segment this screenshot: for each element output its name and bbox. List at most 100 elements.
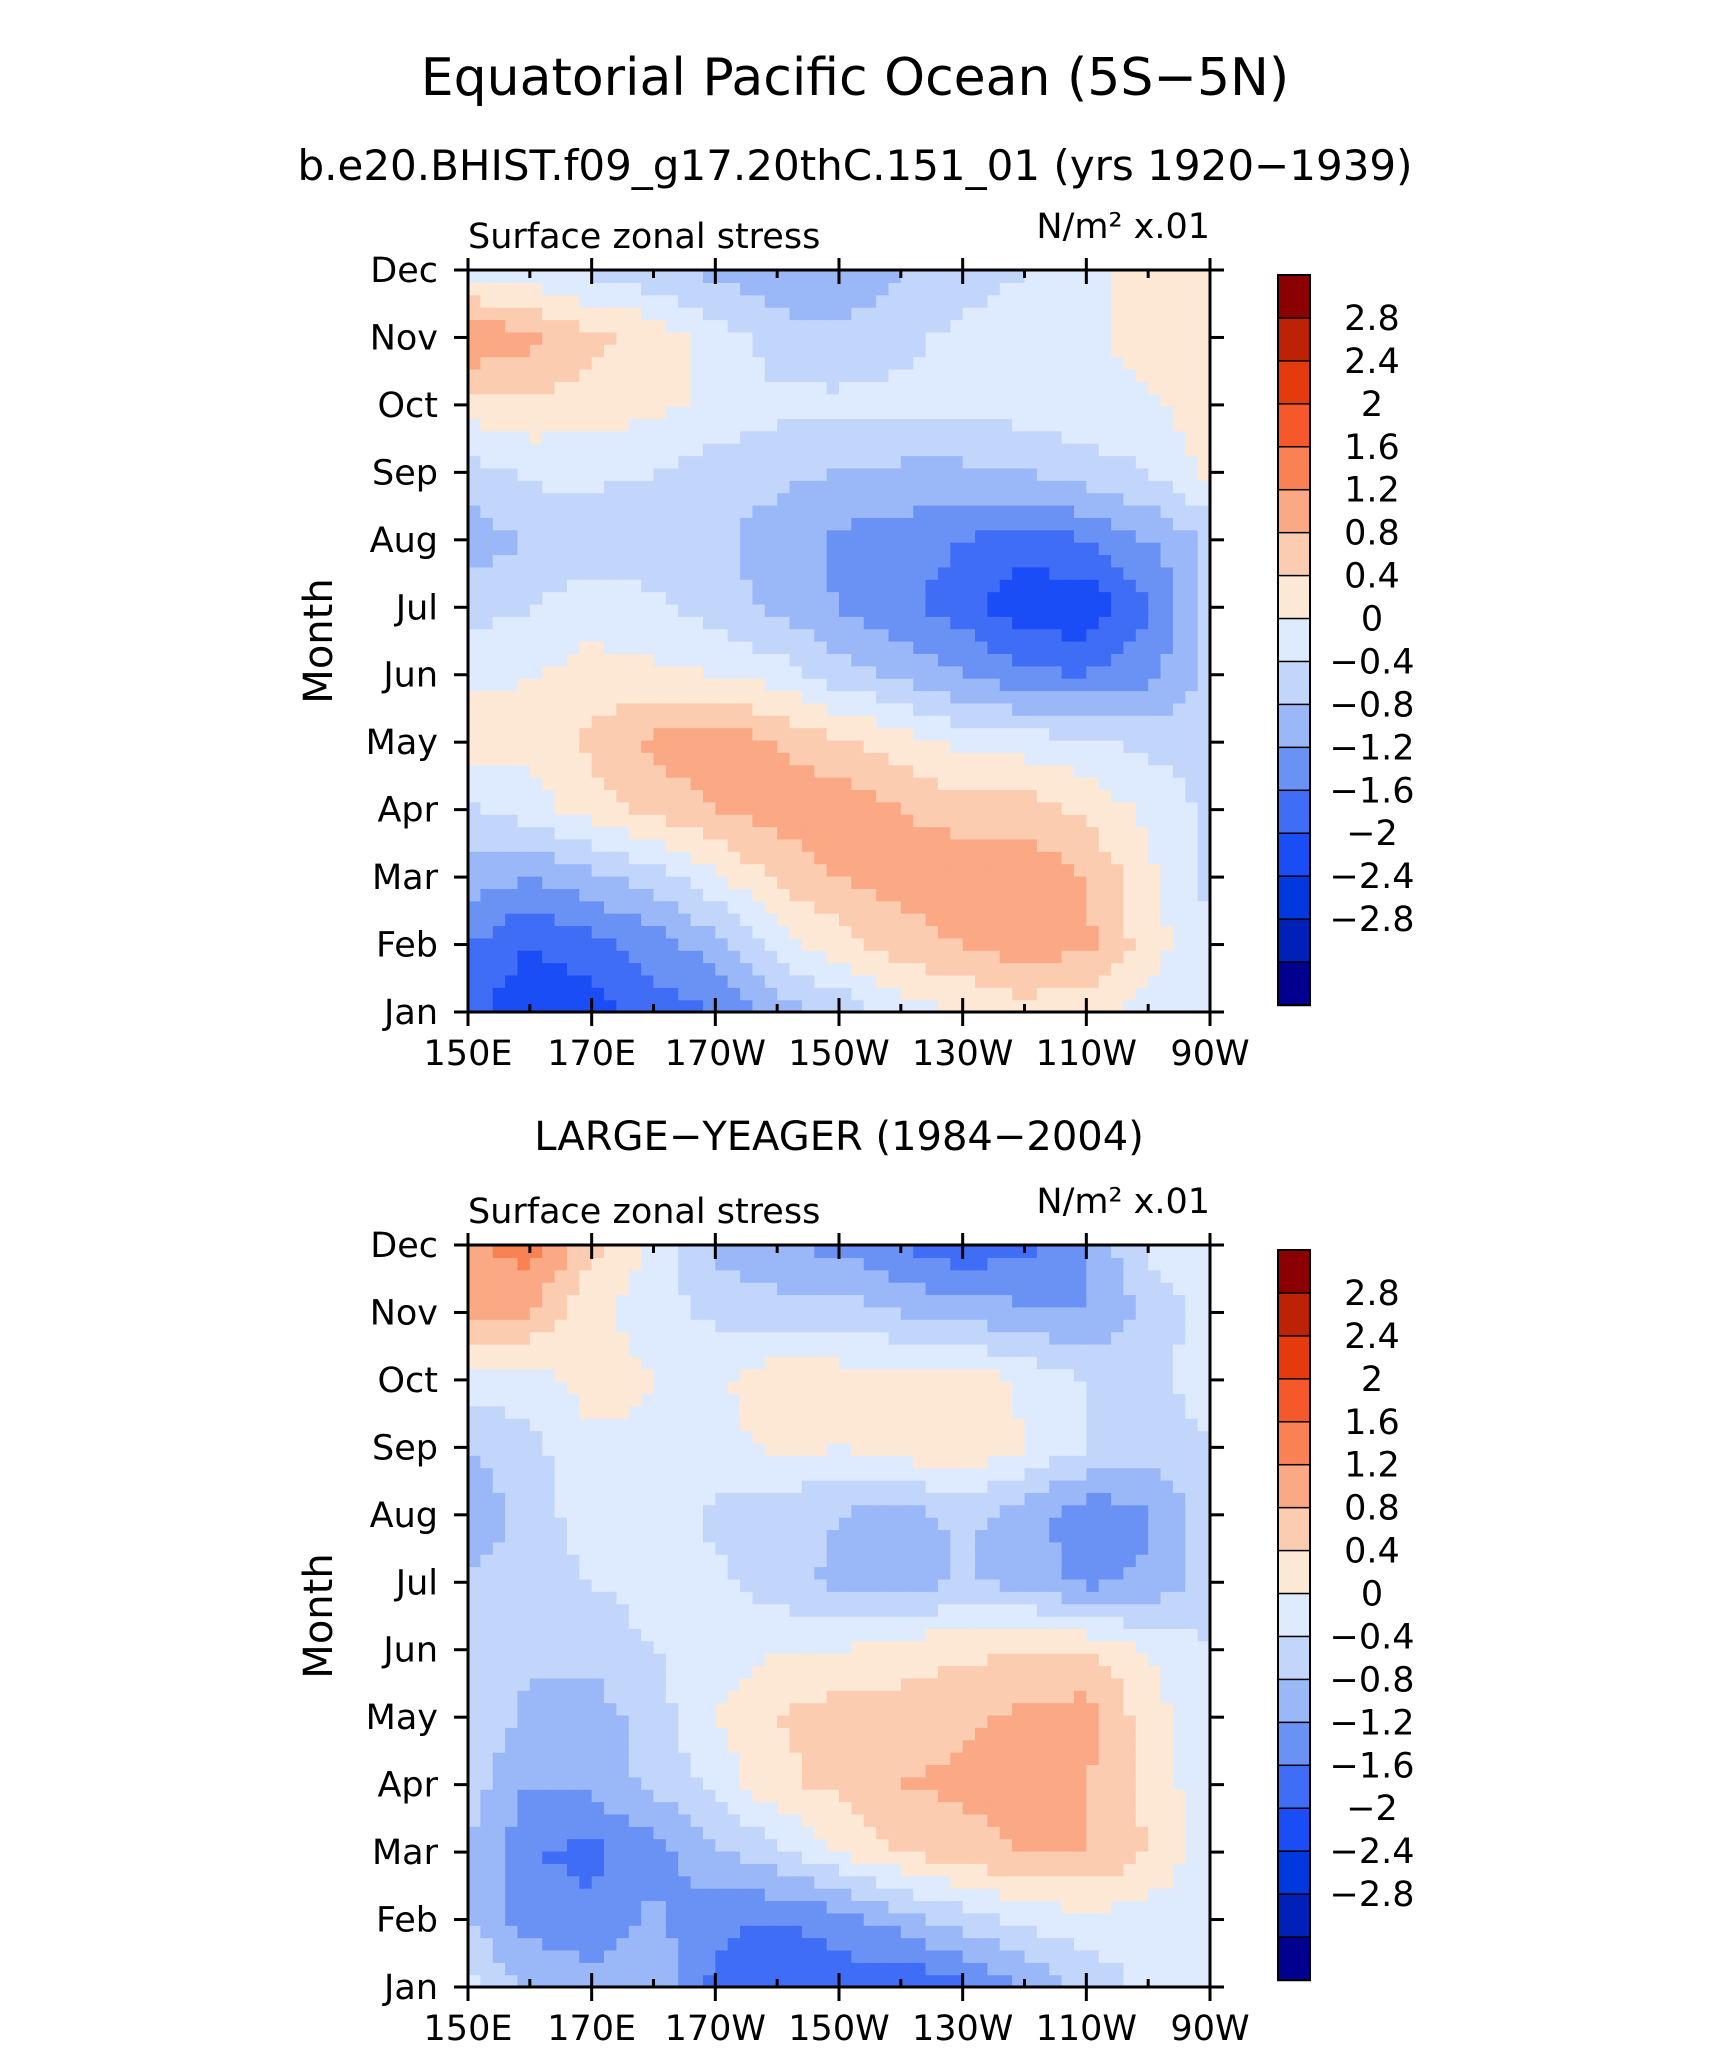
heatmap-cell <box>1148 616 1162 630</box>
heatmap-cell <box>529 937 543 951</box>
heatmap-cell <box>1123 356 1137 370</box>
heatmap-cell <box>1185 1838 1199 1852</box>
heatmap-cell <box>975 1739 988 1753</box>
heatmap-cell <box>554 1838 568 1852</box>
heatmap-cell <box>529 1826 543 1840</box>
heatmap-cell <box>789 987 803 1001</box>
heatmap-cell <box>1135 863 1149 877</box>
heatmap-cell <box>888 529 902 543</box>
heatmap-cell <box>925 838 939 852</box>
heatmap-cell <box>529 1875 543 1889</box>
heatmap-cell <box>851 1789 865 1803</box>
heatmap-cell <box>641 690 655 704</box>
heatmap-cell <box>566 1949 580 1963</box>
heatmap-cell <box>777 678 791 692</box>
heatmap-cell <box>480 529 494 543</box>
heatmap-cell <box>1073 925 1087 939</box>
heatmap-cell <box>492 1776 506 1790</box>
heatmap-cell <box>517 591 531 605</box>
heatmap-cell <box>950 653 964 667</box>
heatmap-cell <box>826 752 840 766</box>
heatmap-cell <box>975 1949 988 1963</box>
heatmap-cell <box>1073 1912 1087 1926</box>
heatmap-cell <box>789 1801 803 1815</box>
heatmap-cell <box>1086 1727 1100 1741</box>
heatmap-cell <box>1172 1764 1186 1778</box>
heatmap-cell <box>1172 282 1186 296</box>
heatmap-cell <box>1172 715 1186 729</box>
heatmap-cell <box>641 715 655 729</box>
heatmap-cell <box>715 1838 729 1852</box>
heatmap-cell <box>801 1739 815 1753</box>
heatmap-cell <box>1086 814 1100 828</box>
heatmap-cell <box>1123 1875 1137 1889</box>
heatmap-cell <box>579 616 593 630</box>
heatmap-cell <box>764 418 778 432</box>
heatmap-cell <box>863 393 877 407</box>
heatmap-cell <box>876 801 890 815</box>
heatmap-cell <box>876 307 890 321</box>
heatmap-cell <box>492 1727 506 1741</box>
heatmap-cell <box>1086 1813 1100 1827</box>
heatmap-cell <box>1012 1900 1026 1914</box>
heatmap-cell <box>913 356 927 370</box>
heatmap-cell <box>826 838 840 852</box>
heatmap-cell <box>937 777 951 790</box>
heatmap-cell <box>950 851 964 865</box>
heatmap-cell <box>876 393 890 407</box>
heatmap-cell <box>1197 702 1211 716</box>
heatmap-cell <box>975 789 988 803</box>
heatmap-cell <box>1160 715 1174 729</box>
heatmap-cell <box>1123 1888 1137 1902</box>
heatmap-cell <box>752 826 766 840</box>
heatmap-cell <box>517 1937 531 1951</box>
heatmap-cell <box>554 344 568 358</box>
heatmap-cell <box>566 1776 580 1790</box>
heatmap-cell <box>628 1900 642 1914</box>
heatmap-cell <box>616 937 630 951</box>
heatmap-cell <box>1185 764 1199 778</box>
heatmap-cell <box>678 1838 692 1852</box>
heatmap-cell <box>1123 678 1137 692</box>
heatmap-cell <box>715 381 729 395</box>
heatmap-cell <box>492 937 506 951</box>
heatmap-cell <box>1135 838 1149 852</box>
heatmap-cell <box>591 1875 605 1889</box>
heatmap-cell <box>876 665 890 679</box>
heatmap-cell <box>888 579 902 593</box>
heatmap-cell <box>1012 814 1026 828</box>
heatmap-cell <box>505 1727 519 1741</box>
heatmap-cell <box>591 467 605 481</box>
heatmap-cell <box>839 987 852 1001</box>
heatmap-cell <box>999 443 1013 457</box>
heatmap-cell <box>1024 579 1038 593</box>
heatmap-cell <box>542 1727 556 1741</box>
heatmap-cell <box>579 1912 593 1926</box>
heatmap-cell <box>1073 591 1087 605</box>
heatmap-cell <box>962 1813 976 1827</box>
heatmap-cell <box>715 319 729 333</box>
heatmap-cell <box>900 838 914 852</box>
heatmap-cell <box>1197 653 1211 667</box>
heatmap-cell <box>740 653 754 667</box>
heatmap-cell <box>1024 504 1038 518</box>
heatmap-cell <box>1148 331 1162 345</box>
heatmap-cell <box>913 1776 927 1790</box>
heatmap-cell <box>604 1937 617 1951</box>
heatmap-cell <box>492 294 506 308</box>
heatmap-cell <box>863 579 877 593</box>
heatmap-cell <box>975 814 988 828</box>
heatmap-cell <box>814 1826 828 1840</box>
heatmap-cell <box>492 603 506 617</box>
heatmap-cell <box>987 814 1001 828</box>
heatmap-cell <box>505 406 519 419</box>
heatmap-cell <box>702 554 716 568</box>
heatmap-cell <box>678 925 692 939</box>
heatmap-cell <box>1148 1764 1162 1778</box>
heatmap-cell <box>1111 814 1125 828</box>
heatmap-cell <box>740 702 754 716</box>
heatmap-cell <box>1135 344 1149 358</box>
heatmap-cell <box>1123 492 1137 506</box>
heatmap-cell <box>1111 455 1125 469</box>
heatmap-cell <box>604 381 617 395</box>
